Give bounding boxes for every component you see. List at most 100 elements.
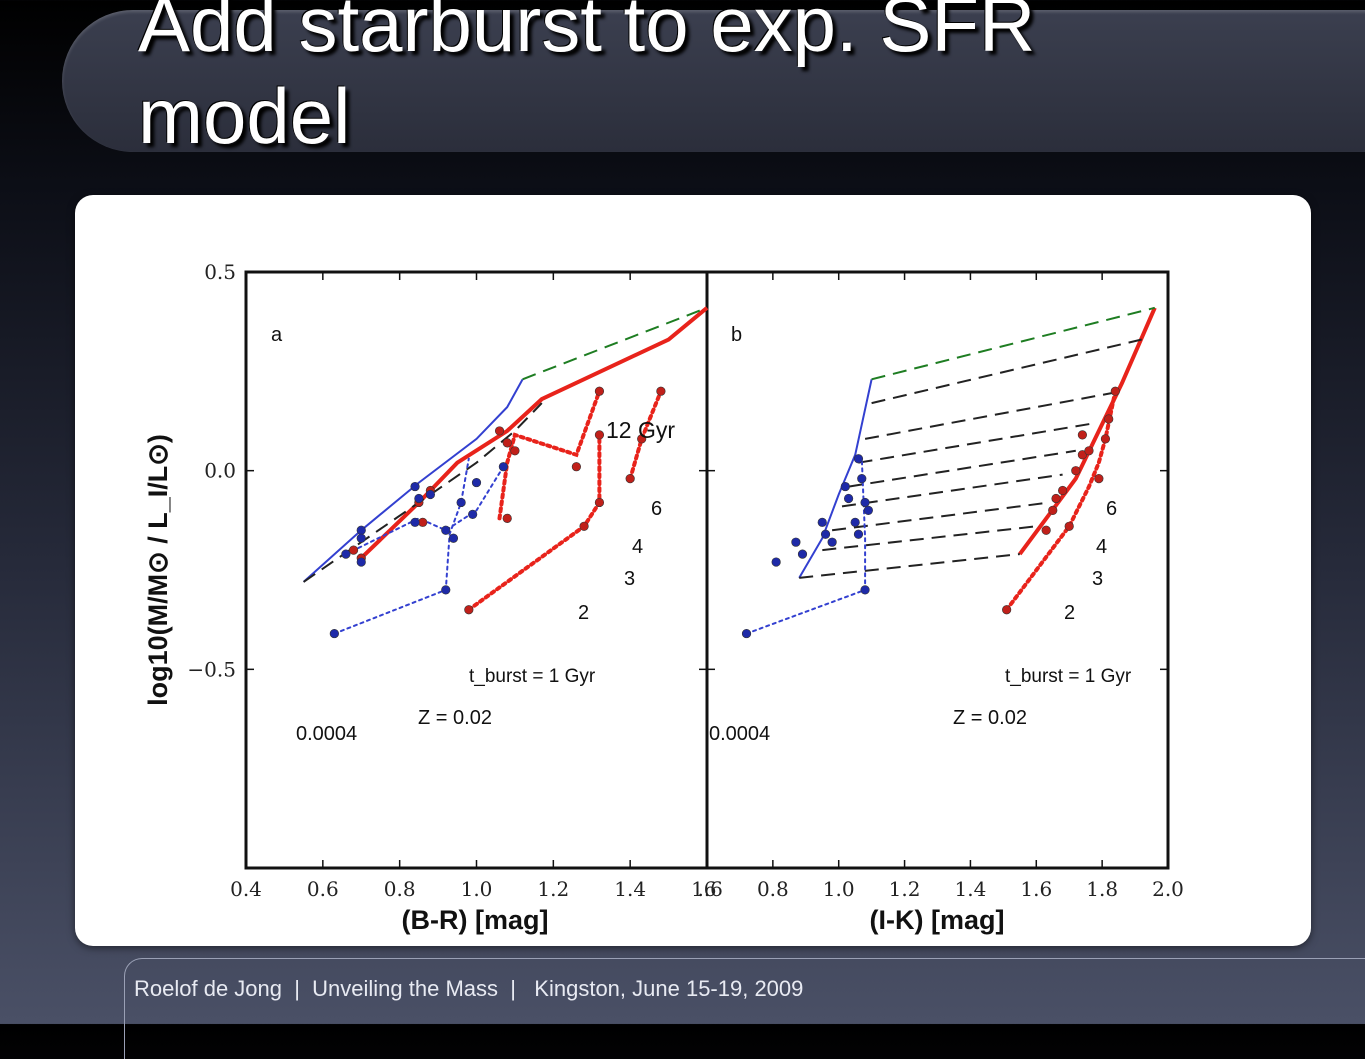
annotation-a-metallicity: Z = 0.02 — [418, 707, 492, 729]
title-bar-background — [62, 10, 1365, 152]
data-point — [741, 628, 752, 639]
y-tick-label: 0.0 — [204, 459, 236, 483]
data-point — [1051, 493, 1061, 504]
data-point — [410, 517, 420, 527]
data-point — [471, 477, 482, 488]
data-point — [797, 549, 808, 559]
annotation-b-3: 3 — [1092, 568, 1103, 590]
data-point — [1104, 414, 1114, 424]
annotation-a-tburst: t_burst = 1 Gyr — [469, 666, 596, 687]
panel-b-frame — [705, 270, 1170, 870]
data-point — [817, 517, 827, 527]
panel-a-label: a — [271, 324, 283, 346]
data-point — [827, 537, 837, 547]
data-point — [502, 438, 512, 448]
series-line-0-4 — [466, 432, 602, 612]
footer-divider — [124, 958, 1365, 1059]
y-tick-label: −0.5 — [187, 657, 236, 681]
annotation-b-6: 6 — [1106, 498, 1117, 520]
x-tick-label: 1.0 — [823, 877, 855, 901]
data-point — [1041, 525, 1051, 535]
annotation-a-2: 2 — [578, 602, 589, 624]
x-tick-label: 1.2 — [537, 877, 569, 901]
data-point — [853, 454, 864, 464]
data-point — [410, 481, 420, 492]
x-axis-label-b: (I-K) [mag] — [870, 905, 1005, 935]
data-point — [329, 628, 339, 639]
data-point — [510, 446, 520, 456]
x-tick-label: 1.8 — [1086, 877, 1118, 901]
slide-footer: Roelof de Jong | Unveiling the Mass | Ki… — [134, 976, 804, 1001]
annotation-b-2: 2 — [1064, 602, 1075, 624]
data-point — [456, 497, 466, 508]
data-point — [1094, 474, 1104, 484]
y-axis-label: log10(M/M⊙ / L_I/L⊙) — [143, 434, 173, 706]
data-point — [843, 493, 854, 504]
data-point — [356, 557, 366, 567]
x-tick-label: 1.6 — [691, 877, 723, 901]
data-point — [414, 493, 424, 504]
x-tick-label: 1.0 — [461, 877, 493, 901]
annotation-a-4: 4 — [632, 536, 643, 558]
figure-svg: 0.4 0.6 0.8 1.0 1.2 1.4 1.6 0.5 0.0 −0.5 .6 0.8 1.0… — [143, 260, 1184, 935]
data-point — [1002, 605, 1012, 615]
data-point — [356, 525, 366, 535]
x-axis-label-a: (B-R) [mag] — [402, 905, 549, 935]
data-point — [637, 434, 647, 444]
series-line-1-0 — [1018, 307, 1157, 556]
data-point — [468, 509, 478, 519]
data-point — [464, 605, 474, 615]
annotation-12-gyr: 12 Gyr — [606, 417, 675, 443]
data-point — [656, 386, 666, 396]
data-point — [348, 545, 359, 555]
x-tick-label: 1.6 — [1020, 877, 1052, 901]
series-line-0-1 — [302, 378, 524, 583]
data-point — [594, 497, 605, 508]
panel-a-ticks: 0.4 0.6 0.8 1.0 1.2 1.4 1.6 0.5 0.0 −0.5 — [187, 260, 722, 901]
data-point — [820, 529, 831, 539]
data-point — [853, 529, 864, 539]
x-tick-label: 1.4 — [614, 877, 646, 901]
panel-a-frame — [244, 270, 709, 870]
data-point — [441, 585, 451, 595]
series-line-0-3 — [303, 402, 543, 583]
data-point — [625, 474, 635, 484]
figure-panel: 0.4 0.6 0.8 1.0 1.2 1.4 1.6 0.5 0.0 −0.5 .6 0.8 1.0… — [75, 195, 1311, 946]
data-point — [1071, 466, 1081, 476]
panel-b-ticks: .6 0.8 1.0 1.2 1.4 1.6 1.8 2.0 — [697, 271, 1184, 901]
annotation-a-low-metallicity: 0.0004 — [296, 723, 357, 745]
annotation-b-low-metallicity: 0.0004 — [709, 723, 770, 745]
series-line-0-7 — [333, 457, 470, 635]
data-point — [571, 462, 581, 472]
annotation-b-4: 4 — [1096, 536, 1107, 558]
x-tick-label: 0.4 — [230, 877, 262, 901]
x-tick-label: 1.2 — [889, 877, 921, 901]
data-point — [341, 549, 351, 559]
data-point — [1064, 521, 1074, 531]
data-point — [502, 513, 512, 523]
data-point — [840, 481, 850, 492]
slide-title: Add starburst to exp. SFR model — [138, 0, 1036, 160]
x-tick-label: .6 — [697, 877, 716, 901]
annotation-b-tburst: t_burst = 1 Gyr — [1005, 666, 1132, 687]
series-line-1-6 — [841, 473, 1063, 508]
series-line-1-8 — [858, 422, 1096, 464]
data-point — [1100, 434, 1111, 444]
series-line-1-1 — [798, 379, 873, 579]
annotation-a-3: 3 — [624, 568, 635, 590]
y-tick-label: 0.5 — [204, 260, 236, 284]
data-point — [860, 585, 870, 595]
panel-a-plot — [302, 306, 709, 639]
data-point — [850, 517, 860, 527]
series-line-1-11 — [1004, 389, 1118, 612]
data-point — [441, 525, 451, 535]
data-point — [494, 426, 505, 436]
series-line-0-8 — [344, 465, 505, 556]
data-point — [1110, 386, 1120, 396]
data-point — [1058, 485, 1068, 496]
data-point — [498, 462, 508, 472]
panel-b-label: b — [731, 324, 742, 346]
x-tick-label: 0.8 — [384, 877, 416, 901]
x-tick-label: 0.6 — [307, 877, 339, 901]
x-tick-label: 0.8 — [757, 877, 789, 901]
